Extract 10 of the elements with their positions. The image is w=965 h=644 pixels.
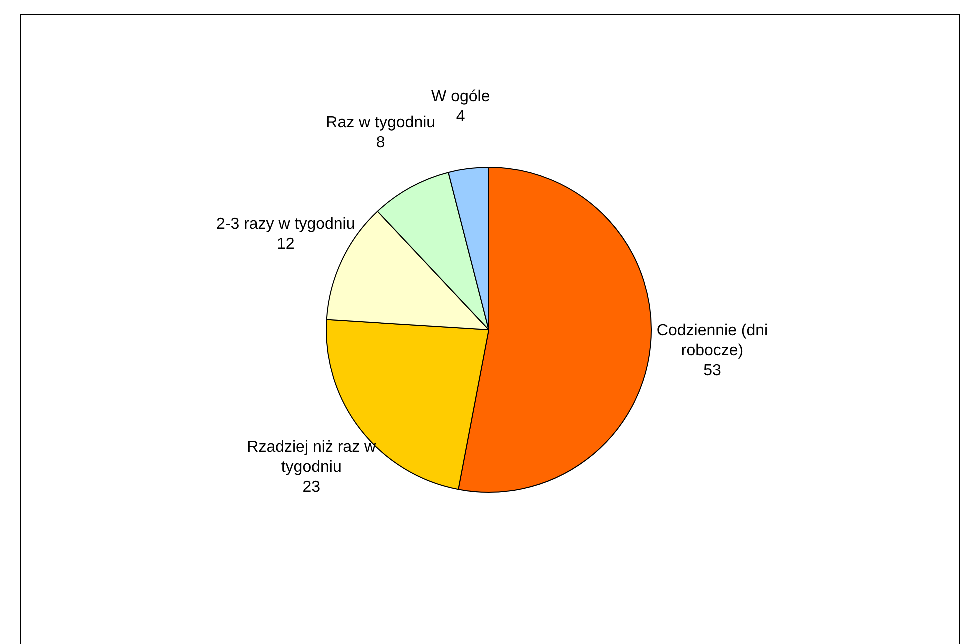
data-label: 8 — [376, 134, 386, 152]
slice-label: Rzadziej niż raz w tygodniu — [247, 439, 377, 476]
slice-label: W ogóle — [432, 88, 490, 106]
slice-label: 2-3 razy w tygodniu — [216, 216, 356, 233]
data-label: 12 — [276, 236, 295, 253]
data-label: 4 — [456, 108, 466, 126]
slice-label: Raz w tygodniu — [326, 114, 436, 132]
data-label: 23 — [302, 479, 321, 496]
slice-label: Codziennie (dni robocze) — [656, 322, 768, 360]
data-label: 53 — [704, 362, 722, 380]
